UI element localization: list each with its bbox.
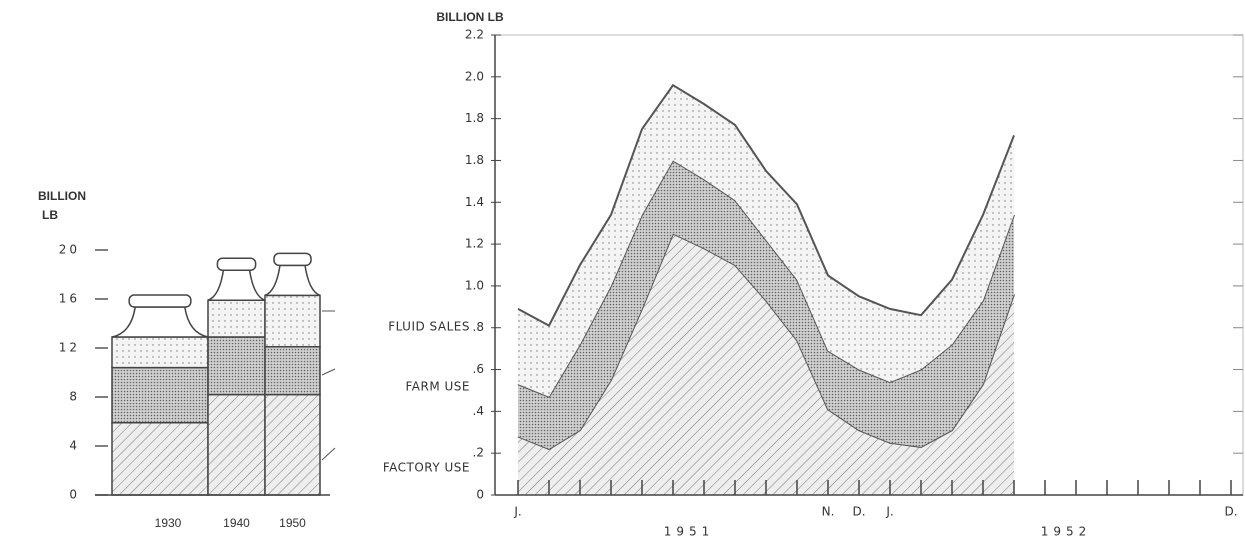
year-label: 1952: [1041, 525, 1092, 539]
legend-label: FACTORY USE: [383, 461, 470, 475]
y-tick-label: 1.2: [465, 237, 484, 251]
y-tick-label: 0: [69, 488, 80, 502]
y-tick-label: .4: [473, 404, 484, 418]
bar-segment: [265, 347, 320, 395]
bar-segment: [208, 395, 265, 495]
area-chart: BILLION LB 0 .2 .4 .6 .8 1.0 1.2 1.4 1.8 1.8 2.0 2.2…: [436, 10, 1243, 538]
x-tick-label: 1940: [223, 516, 250, 530]
bar-segment: [112, 368, 208, 423]
bar-segment: [265, 295, 320, 346]
legend-label: FLUID SALES: [388, 320, 470, 334]
y-tick-label: 12: [59, 341, 80, 355]
y-tick-label: 1.8: [465, 153, 484, 167]
y-tick-label: 20: [59, 243, 80, 257]
y-tick-label: 4: [69, 439, 80, 453]
bottle-neck: [112, 307, 208, 337]
bar-segment: [112, 423, 208, 495]
bottle-cap: [129, 295, 191, 307]
bottle-cap: [217, 258, 255, 270]
y-tick-label: .2: [473, 446, 484, 460]
legend-label: FARM USE: [406, 380, 471, 394]
year-label: 1951: [664, 525, 715, 539]
y-tick-label: .6: [473, 362, 484, 376]
x-tick-label: N.: [822, 505, 835, 519]
bottle-chart: BILLION LB 0 4 8 12 16 20 1930 1940 1950 FACTORY US…: [38, 189, 470, 530]
y-tick-label: .8: [473, 320, 484, 334]
leader-line: [322, 369, 335, 375]
y-tick-label: 2.2: [465, 28, 484, 42]
bar-segment: [112, 337, 208, 368]
bar-segment: [208, 337, 265, 395]
x-tick-label: D.: [852, 505, 865, 519]
page: BILLION LB 0 4 8 12 16 20 1930 1940 1950 FACTORY US…: [0, 0, 1245, 548]
y-tick-label: 1.0: [465, 278, 484, 292]
x-tick-label: J.: [513, 505, 521, 519]
bottle-cap: [274, 253, 311, 265]
y-tick-label: 16: [59, 292, 80, 306]
y-tick-label: 1.4: [465, 195, 484, 209]
bar-segment: [265, 395, 320, 495]
x-tick-label: D.: [1224, 505, 1237, 519]
x-tick-label: 1950: [279, 516, 306, 530]
y-tick-label: 0: [476, 488, 484, 502]
bottle-neck: [265, 265, 320, 295]
y-axis-label: BILLION LB: [436, 10, 504, 24]
x-tick-label: 1930: [155, 516, 182, 530]
y-axis-label: LB: [42, 208, 58, 222]
bar-segment: [208, 300, 265, 337]
y-tick-label: 1.8: [465, 111, 484, 125]
y-tick-label: 8: [69, 390, 80, 404]
bottle-neck: [208, 270, 265, 300]
y-axis-label: BILLION: [38, 189, 86, 203]
x-tick-label: J.: [885, 505, 893, 519]
y-tick-label: 2.0: [465, 69, 484, 83]
leader-line: [322, 448, 335, 460]
